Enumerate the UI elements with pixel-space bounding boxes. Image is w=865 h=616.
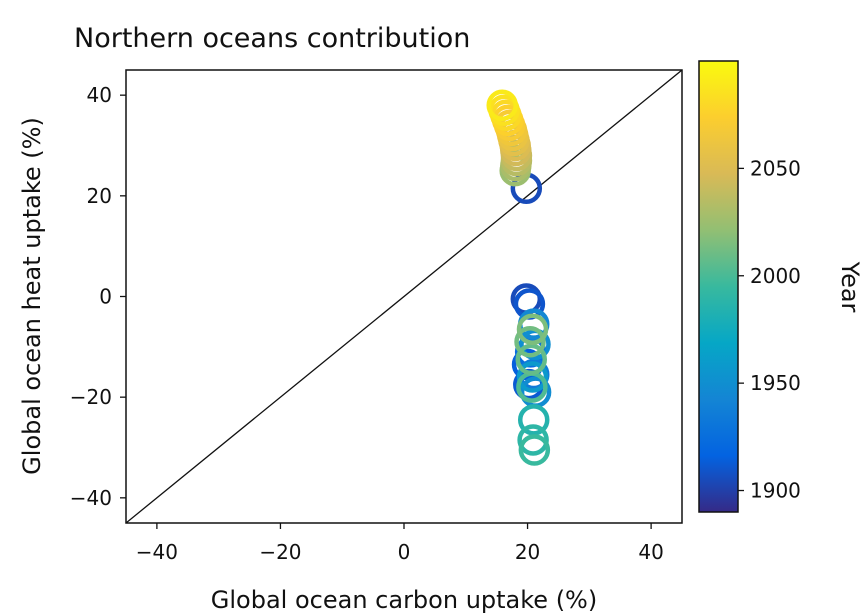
data-point bbox=[517, 424, 549, 456]
colorbar-label: Year bbox=[836, 261, 864, 313]
x-axis: −40 −20 0 20 40 bbox=[136, 523, 664, 564]
x-axis-label: Global ocean carbon uptake (%) bbox=[211, 586, 597, 614]
colorbar-tick-label: 1950 bbox=[750, 371, 801, 395]
chart-title: Northern oceans contribution bbox=[74, 23, 470, 54]
data-point bbox=[518, 434, 551, 466]
plot-area bbox=[126, 70, 682, 523]
y-tick-label: −20 bbox=[70, 385, 112, 409]
y-tick-label: 20 bbox=[87, 184, 112, 208]
colorbar-ticks: 1900 1950 2000 2050 bbox=[738, 156, 801, 503]
y-axis-label: Global ocean heat uptake (%) bbox=[18, 117, 46, 475]
colorbar-gradient bbox=[698, 60, 739, 513]
data-point bbox=[486, 89, 518, 121]
y-axis: −40 −20 0 20 40 bbox=[70, 83, 126, 510]
y-tick-label: −40 bbox=[70, 486, 112, 510]
colorbar-tick-label: 2050 bbox=[750, 156, 801, 180]
data-point bbox=[514, 326, 546, 358]
y-tick-label: 0 bbox=[99, 285, 112, 309]
x-tick-label: −20 bbox=[259, 540, 301, 564]
data-point bbox=[517, 404, 550, 436]
reference-line bbox=[126, 70, 682, 523]
colorbar: 1900 1950 2000 2050 Year bbox=[698, 60, 864, 513]
colorbar-tick-label: 1900 bbox=[750, 479, 801, 503]
data-point bbox=[516, 313, 549, 345]
x-tick-label: 20 bbox=[515, 540, 540, 564]
x-tick-label: −40 bbox=[136, 540, 178, 564]
colorbar-tick-label: 2000 bbox=[750, 264, 801, 288]
x-tick-label: 0 bbox=[398, 540, 411, 564]
y-tick-label: 40 bbox=[87, 83, 112, 107]
x-tick-label: 40 bbox=[638, 540, 663, 564]
data-point bbox=[515, 343, 548, 376]
data-point bbox=[516, 361, 549, 393]
